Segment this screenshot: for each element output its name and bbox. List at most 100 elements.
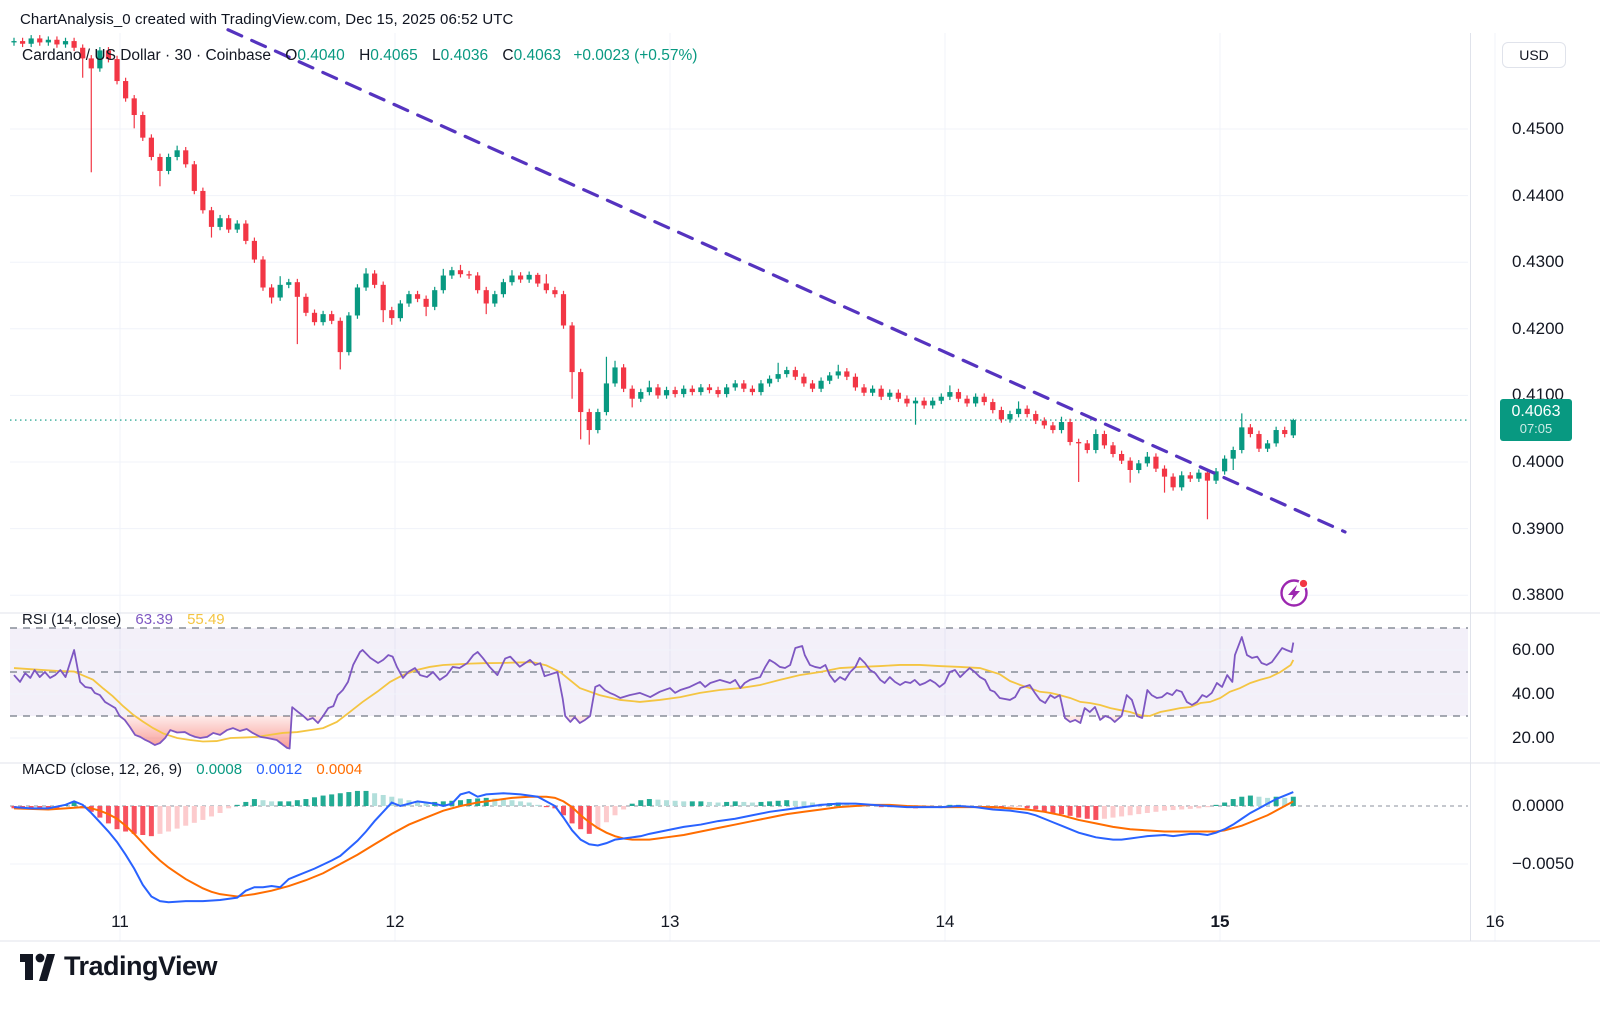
time-tick-label: 13	[660, 912, 680, 931]
tradingview-logo[interactable]: TradingView	[18, 951, 218, 982]
macd-tick-label: 0.0000	[1512, 796, 1564, 815]
candle	[1101, 430, 1108, 449]
candle	[97, 47, 103, 72]
tradingview-logo-icon	[20, 953, 55, 981]
macd-label: MACD (close, 12, 26, 9)	[22, 761, 183, 778]
low-label: L	[432, 47, 441, 64]
candle	[681, 385, 687, 398]
candle	[423, 295, 429, 317]
candle	[578, 368, 584, 440]
candle	[809, 380, 816, 393]
currency-toggle-button[interactable]: USD	[1502, 42, 1566, 68]
candle	[1144, 452, 1150, 467]
candle	[372, 270, 378, 289]
candle	[947, 385, 953, 401]
descending-trendline[interactable]	[226, 28, 1347, 534]
candle	[646, 380, 652, 396]
candle	[792, 366, 798, 381]
candle	[638, 388, 644, 403]
candle	[337, 317, 343, 370]
candle	[1196, 469, 1202, 482]
candle	[1041, 417, 1047, 429]
candle	[517, 272, 524, 283]
candle	[226, 214, 232, 233]
candle	[698, 384, 704, 396]
candle	[672, 386, 678, 398]
candle	[1179, 471, 1185, 491]
candle	[749, 385, 755, 396]
rsi-value: 63.39	[135, 611, 173, 628]
candle	[612, 360, 618, 387]
candle	[1239, 413, 1245, 454]
candle	[183, 146, 189, 168]
last-price-value: 0.4063	[1511, 403, 1561, 421]
candle	[440, 268, 446, 294]
candle	[689, 385, 695, 396]
candle	[766, 375, 773, 387]
candle	[131, 95, 137, 129]
macd-tick-label: −0.0050	[1512, 854, 1574, 873]
time-tick-label: 11	[111, 912, 129, 931]
candle	[1247, 424, 1253, 438]
macd-hist-value: 0.0008	[196, 761, 243, 778]
candle	[827, 372, 833, 385]
candle	[1264, 440, 1271, 453]
price-tick-label: 0.4400	[1512, 185, 1564, 205]
candle	[28, 35, 34, 48]
high-value: 0.4065	[370, 47, 418, 64]
macd-pane	[10, 790, 1468, 904]
price-tick-label: 0.4200	[1512, 318, 1564, 338]
time-tick-label: 12	[385, 912, 405, 931]
candle	[981, 393, 987, 406]
candle	[1118, 450, 1125, 464]
candle	[852, 373, 859, 391]
candle	[895, 389, 901, 403]
candle	[251, 237, 258, 263]
candle	[938, 393, 944, 405]
candle	[741, 380, 747, 393]
candle	[1007, 410, 1013, 423]
candle	[320, 310, 326, 326]
candle	[380, 281, 386, 323]
candle	[1230, 446, 1236, 470]
rsi-ma-value: 55.49	[187, 611, 225, 628]
candle	[62, 37, 69, 48]
flash-marker-icon[interactable]	[1280, 578, 1309, 607]
candle	[54, 36, 60, 48]
candle	[354, 284, 361, 319]
candle	[260, 256, 266, 291]
candle	[706, 384, 713, 394]
candle	[878, 385, 884, 401]
candle	[543, 274, 549, 294]
chart-root	[0, 28, 1600, 942]
candle	[904, 395, 910, 407]
candle	[586, 408, 592, 445]
candle	[775, 362, 781, 383]
candle	[715, 386, 721, 398]
open-value: 0.4040	[297, 47, 345, 64]
time-tick-label: 15	[1210, 912, 1230, 931]
candle	[569, 322, 575, 399]
price-axis-border	[1470, 33, 1471, 941]
macd-main-line	[13, 791, 1294, 904]
candle	[500, 278, 507, 298]
candle	[1127, 457, 1133, 483]
candle	[389, 306, 395, 325]
change-value: +0.0023 (+0.57%)	[573, 47, 698, 64]
candle	[1153, 453, 1159, 472]
candle	[1067, 418, 1073, 446]
rsi-line	[13, 636, 1295, 750]
candle	[234, 220, 240, 233]
time-tick-label: 16	[1485, 912, 1505, 931]
candle	[80, 44, 86, 78]
macd-legend: MACD (close, 12, 26, 9) 0.0008 0.0012 0.…	[22, 761, 362, 778]
candle	[1222, 455, 1228, 475]
candle	[1015, 401, 1022, 418]
candle	[466, 270, 472, 279]
high-label: H	[359, 47, 371, 64]
price-tick-label: 0.3800	[1512, 585, 1564, 605]
candle	[191, 160, 197, 195]
price-tick-label: 0.3900	[1512, 518, 1564, 538]
candle	[346, 312, 352, 356]
